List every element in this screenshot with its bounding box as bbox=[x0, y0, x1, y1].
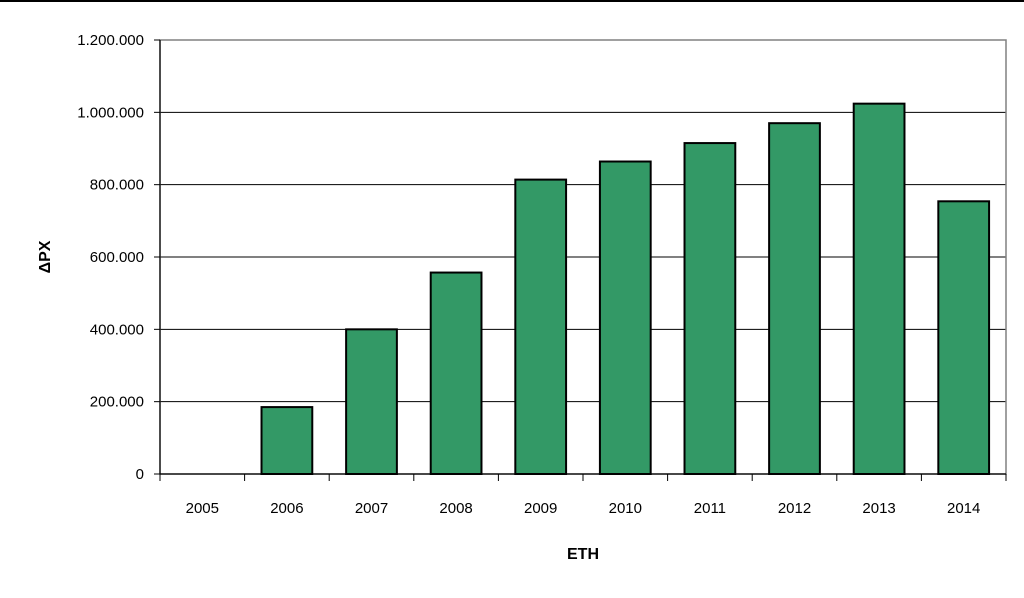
bar-2010 bbox=[598, 160, 652, 476]
y-axis-tick-labels: 0 200.000 400.000 600.000 800.000 1.000.000 1.… bbox=[77, 32, 144, 483]
bar-2012 bbox=[768, 122, 821, 476]
x-tick-label: 2013 bbox=[862, 500, 895, 517]
bar-2007 bbox=[345, 328, 398, 476]
x-tick-label: 2011 bbox=[694, 500, 726, 517]
bar-2008 bbox=[429, 271, 483, 475]
bars bbox=[260, 102, 991, 476]
bar-2006 bbox=[260, 406, 314, 476]
y-tick-label: 800.000 bbox=[90, 177, 144, 194]
x-tick-label: 2009 bbox=[524, 500, 557, 517]
y-tick-label: 400.000 bbox=[90, 321, 144, 338]
y-tick-label: 200.000 bbox=[90, 394, 144, 411]
top-border-line bbox=[0, 0, 1024, 2]
x-axis-title: ETH bbox=[567, 546, 599, 563]
bar-2013 bbox=[852, 102, 906, 476]
y-tick-label: 1.200.000 bbox=[77, 32, 144, 49]
bar-2014 bbox=[937, 200, 991, 475]
y-axis-title: ΔΡΧ bbox=[37, 240, 54, 273]
bar-2011 bbox=[683, 142, 737, 475]
x-tick-label: 2008 bbox=[439, 500, 472, 517]
x-tick-label: 2007 bbox=[355, 500, 388, 517]
bar-2009 bbox=[514, 178, 568, 475]
y-tick-label: 1.000.000 bbox=[77, 104, 144, 121]
x-axis-tick-labels: 2005 2006 2007 2008 2009 2010 2011 2012 2013 2014 bbox=[186, 500, 981, 517]
x-tick-label: 2006 bbox=[270, 500, 303, 517]
x-tick-label: 2014 bbox=[947, 500, 980, 517]
x-tick-label: 2010 bbox=[609, 500, 642, 517]
axes bbox=[154, 39, 1007, 481]
x-tick-label: 2005 bbox=[186, 500, 219, 517]
y-tick-label: 600.000 bbox=[90, 249, 144, 266]
y-tick-label: 0 bbox=[136, 466, 144, 483]
x-tick-label: 2012 bbox=[778, 500, 811, 517]
